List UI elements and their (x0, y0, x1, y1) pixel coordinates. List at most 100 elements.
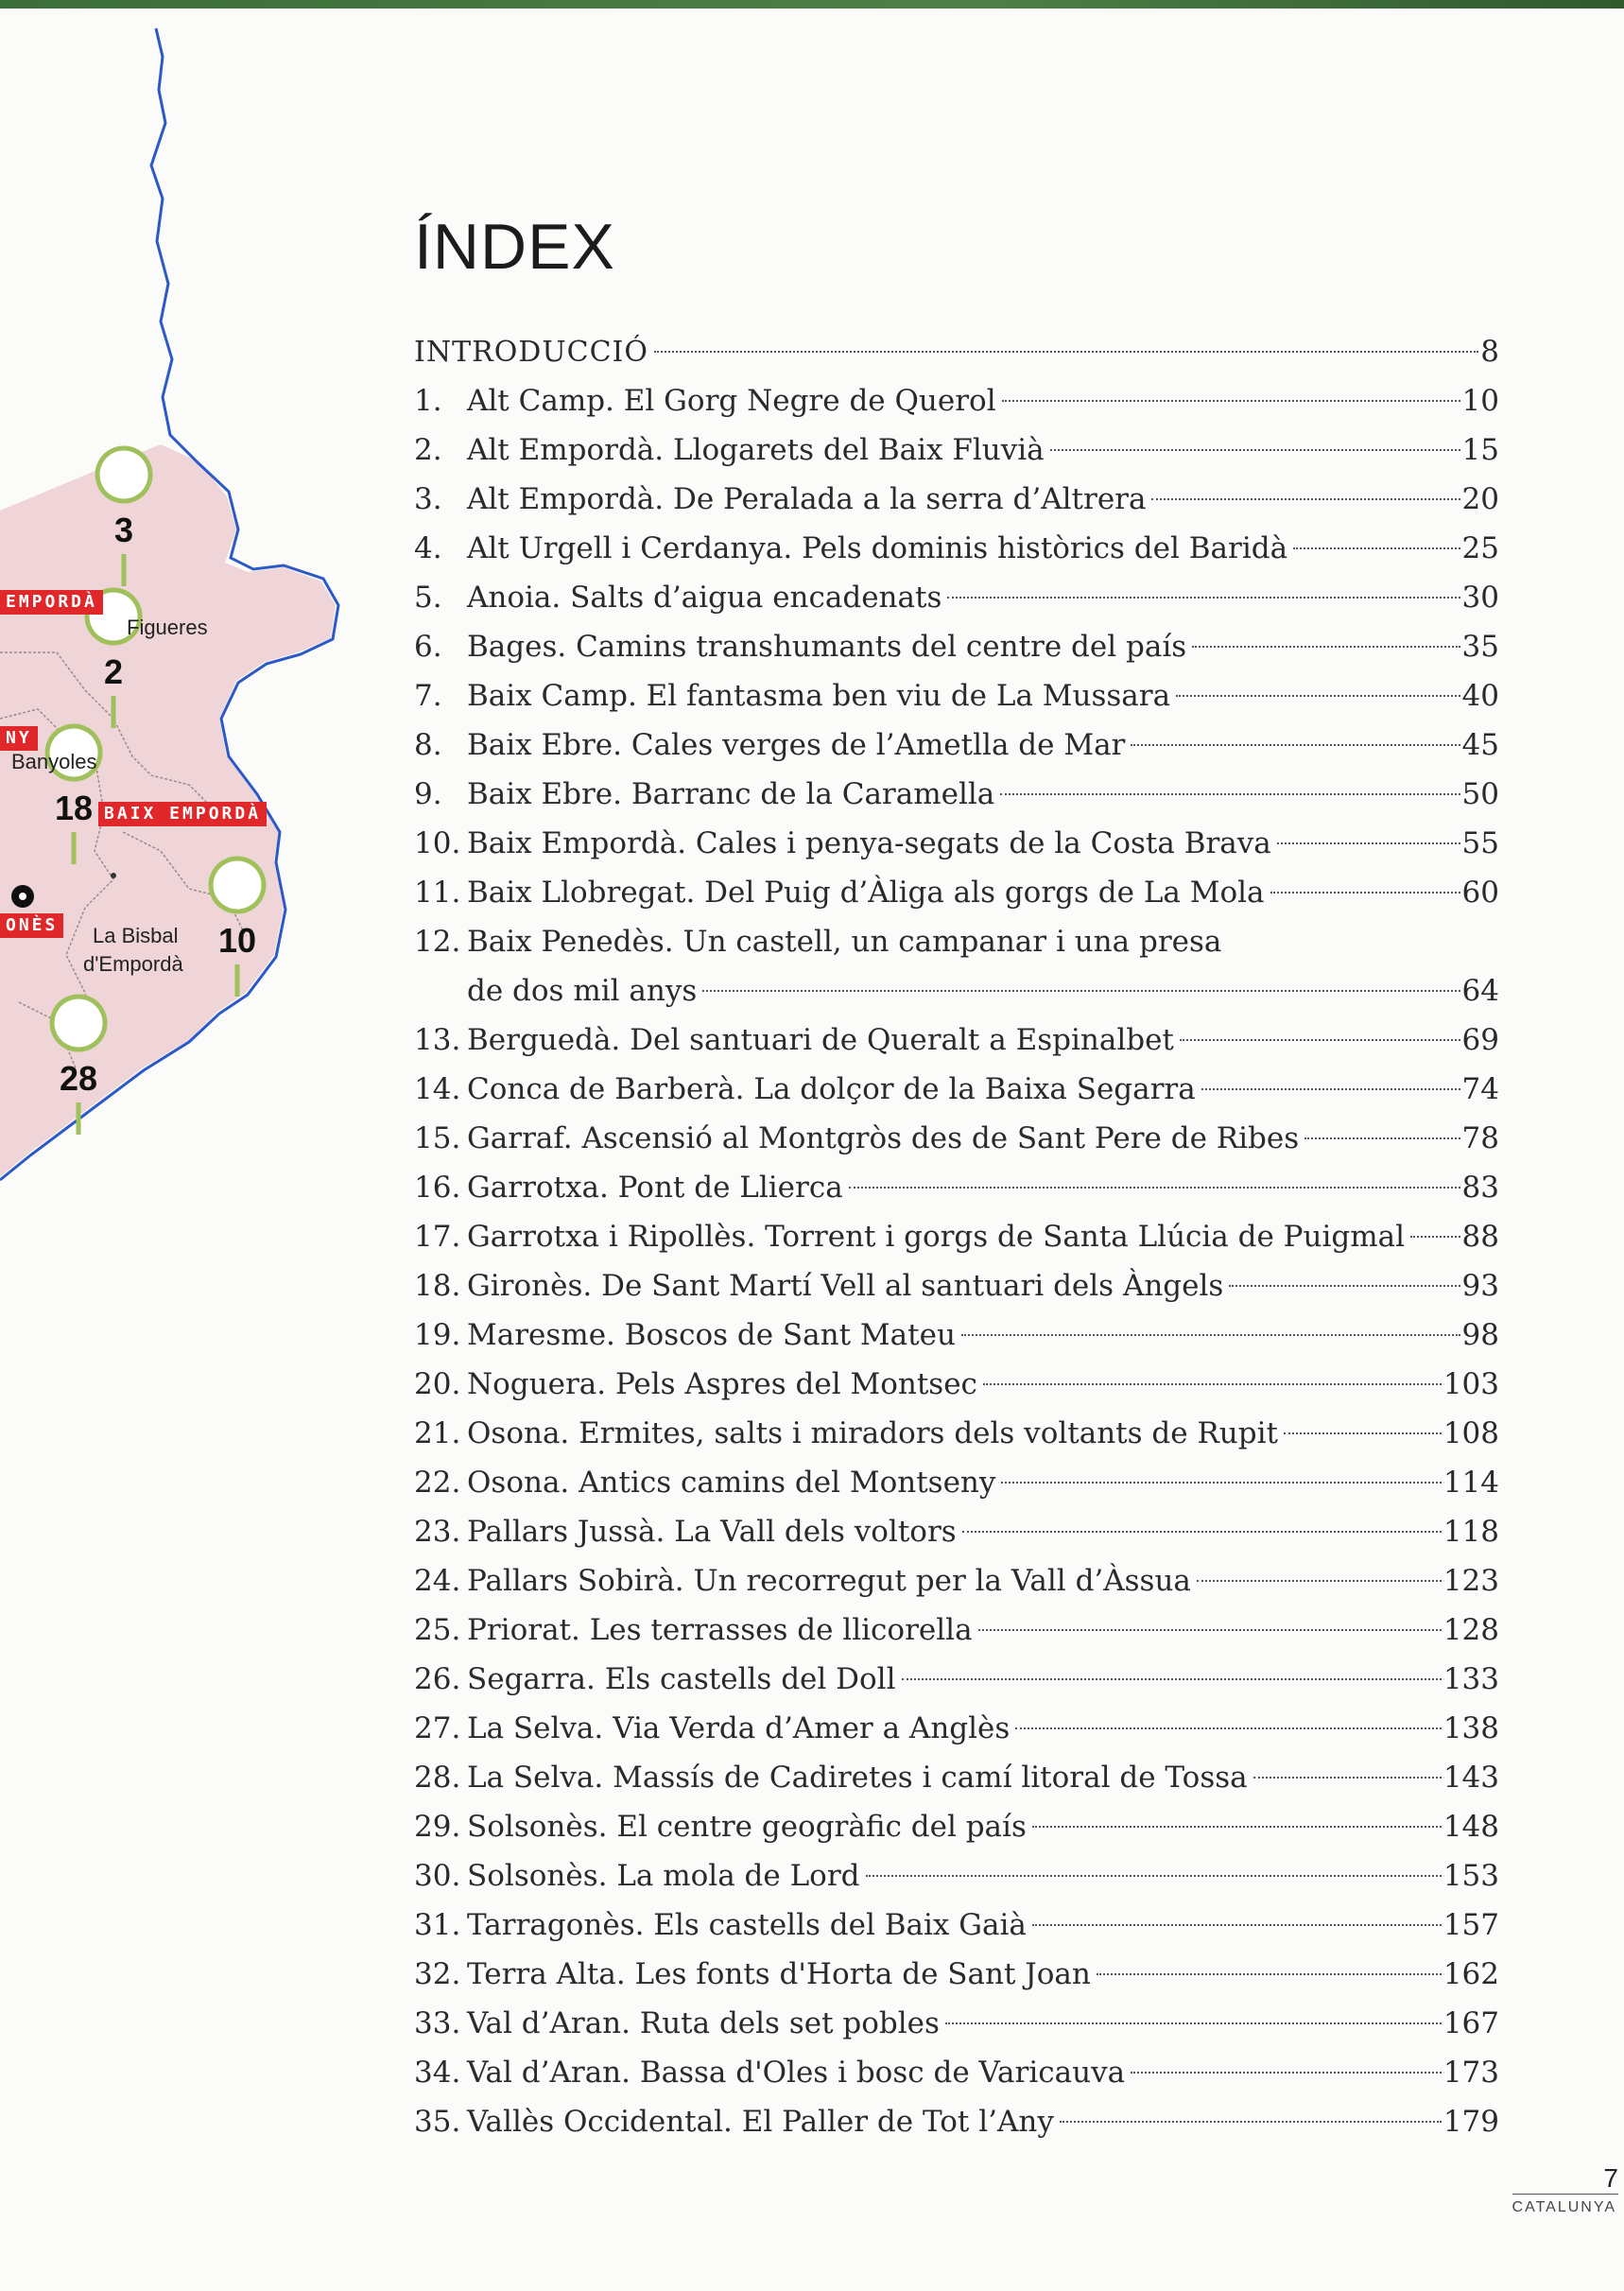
leader-dots (1304, 1137, 1460, 1139)
entry-title: Baix Llobregat. Del Puig d’Àliga als gor… (467, 876, 1265, 910)
entry-page: 88 (1461, 1220, 1499, 1254)
toc-entry: 3. Alt Empordà. De Peralada a la serra d’… (414, 475, 1499, 524)
entry-title: Val d’Aran. Ruta dels set pobles (467, 2006, 940, 2040)
toc-entry: 1. Alt Camp. El Gorg Negre de Querol 10 (414, 376, 1499, 425)
toc-entry: 31. Tarragonès. Els castells del Baix Gai… (414, 1900, 1499, 1950)
entry-title: La Selva. Massís de Cadiretes i camí lit… (467, 1761, 1248, 1795)
entry-number: 19. (414, 1318, 461, 1352)
entry-number: 5. (414, 581, 442, 615)
entry-number: 15. (414, 1121, 461, 1155)
entry-title: Terra Alta. Les fonts d'Horta de Sant Jo… (467, 1957, 1091, 1991)
entry-number: 20. (414, 1367, 461, 1401)
region-label-baix-emporda: BAIX EMPORDÀ (98, 802, 268, 826)
place-figueres: Figueres (127, 616, 208, 639)
leader-dots (960, 1334, 1460, 1336)
leader-dots (1253, 1777, 1442, 1779)
leader-dots (1179, 1039, 1460, 1041)
toc-entry: 21. Osona. Ermites, salts i miradors dels… (414, 1409, 1499, 1458)
entry-number: 9. (414, 777, 442, 811)
toc-entry: 11. Baix Llobregat. Del Puig d’Àliga als … (414, 868, 1499, 917)
entry-page: 30 (1461, 581, 1499, 615)
entry-number: 1. (414, 384, 442, 418)
entry-number: 31. (414, 1908, 461, 1942)
entry-title: Baix Camp. El fantasma ben viu de La Mus… (467, 679, 1171, 713)
toc-entry-line: de dos mil anys 64 (414, 966, 1499, 1015)
toc-entry: 25. Priorat. Les terrasses de llicorella 1… (414, 1605, 1499, 1655)
toc-entry: 13. Berguedà. Del santuari de Queralt a E… (414, 1015, 1499, 1065)
entry-number: 32. (414, 1957, 461, 1991)
entry-page: 8 (1480, 335, 1499, 369)
entry-number: 16. (414, 1171, 461, 1205)
entry-number: 21. (414, 1416, 461, 1450)
entry-title: Priorat. Les terrasses de llicorella (467, 1613, 973, 1647)
leader-dots (1031, 1924, 1442, 1926)
entry-title: La Selva. Via Verda d’Amer a Anglès (467, 1711, 1011, 1745)
entry-title: Osona. Antics camins del Montseny (467, 1466, 996, 1500)
leader-dots (702, 990, 1460, 992)
entry-title: Berguedà. Del santuari de Queralt a Espi… (467, 1023, 1174, 1057)
entry-number: 3. (414, 482, 442, 516)
region-map: EMPORDÀ NY BAIX EMPORDÀ ONÈS Figueres Ba… (0, 0, 378, 1229)
leader-dots (1015, 1727, 1442, 1729)
entry-page: 50 (1461, 777, 1499, 811)
entry-number: 8. (414, 728, 442, 762)
entry-title: INTRODUCCIÓ (414, 336, 648, 369)
toc-entry: 15. Garraf. Ascensió al Montgròs des de S… (414, 1114, 1499, 1163)
entry-number: 18. (414, 1269, 461, 1303)
toc-entry: 29. Solsonès. El centre geogràfic del paí… (414, 1802, 1499, 1851)
leader-dots (1059, 2121, 1442, 2123)
leader-dots (901, 1678, 1442, 1680)
entry-title: Baix Ebre. Barranc de la Caramella (467, 777, 995, 811)
entry-title: Baix Empordà. Cales i penya-segats de la… (467, 826, 1271, 860)
leader-dots (1229, 1285, 1460, 1287)
entry-number: 14. (414, 1072, 461, 1106)
leader-dots (1031, 1826, 1442, 1828)
entry-number: 23. (414, 1515, 461, 1549)
toc-entry: 32. Terra Alta. Les fonts d'Horta de Sant… (414, 1950, 1499, 1999)
entry-page: 25 (1461, 531, 1499, 565)
entry-number: 24. (414, 1564, 461, 1598)
entry-page: 60 (1461, 876, 1499, 910)
entry-page: 69 (1461, 1023, 1499, 1057)
entry-title: Baix Ebre. Cales verges de l’Ametlla de … (467, 728, 1126, 762)
entry-title: Vallès Occidental. El Paller de Tot l’An… (467, 2105, 1054, 2139)
entry-title: Alt Empordà. Llogarets del Baix Fluvià (467, 433, 1045, 467)
entry-number: 4. (414, 531, 442, 565)
entry-page: 153 (1443, 1859, 1499, 1893)
leader-dots (1131, 2072, 1442, 2074)
toc-entry: 30. Solsonès. La mola de Lord 153 (414, 1851, 1499, 1900)
entry-title-continued: de dos mil anys (467, 974, 698, 1008)
entry-title: Pallars Jussà. La Vall dels voltors (467, 1515, 957, 1549)
entry-title: Tarragonès. Els castells del Baix Gaià (467, 1908, 1027, 1942)
toc-entry: 6. Bages. Camins transhumants del centre … (414, 622, 1499, 671)
leader-dots (1201, 1088, 1460, 1090)
entry-page: 133 (1443, 1662, 1499, 1696)
toc-entry: 5. Anoia. Salts d’aigua encadenats 30 (414, 573, 1499, 622)
route-pin-18: 18 (54, 789, 94, 827)
entry-page: 148 (1443, 1810, 1499, 1844)
entry-page: 98 (1461, 1318, 1499, 1352)
entry-page: 167 (1443, 2006, 1499, 2040)
entry-page: 55 (1461, 826, 1499, 860)
entry-number: 17. (414, 1220, 461, 1254)
place-banyoles: Banyoles (11, 750, 97, 773)
entry-title: Val d’Aran. Bassa d'Oles i bosc de Varic… (467, 2056, 1126, 2090)
leader-dots (982, 1383, 1442, 1385)
entry-page: 128 (1443, 1613, 1499, 1647)
entry-page: 20 (1461, 482, 1499, 516)
toc-entry: 2. Alt Empordà. Llogarets del Baix Fluvià… (414, 425, 1499, 475)
toc-entry: 10. Baix Empordà. Cales i penya-segats de… (414, 819, 1499, 868)
region-label-emporda: EMPORDÀ (0, 590, 103, 615)
table-of-contents: INTRODUCCIÓ 8 1. Alt Camp. El Gorg Negre de… (414, 327, 1499, 2146)
toc-entry: 4. Alt Urgell i Cerdanya. Pels dominis hi… (414, 524, 1499, 573)
toc-entry: 34. Val d’Aran. Bassa d'Oles i bosc de Va… (414, 2048, 1499, 2097)
route-pin-3: 3 (113, 511, 134, 549)
entry-title: Conca de Barberà. La dolçor de la Baixa … (467, 1072, 1196, 1106)
entry-number: 2. (414, 433, 442, 467)
leader-dots (1176, 695, 1460, 697)
entry-number: 13. (414, 1023, 461, 1057)
leader-dots (848, 1187, 1460, 1189)
top-color-band (0, 0, 1624, 9)
leader-dots (865, 1875, 1442, 1877)
entry-page: 64 (1461, 974, 1499, 1008)
